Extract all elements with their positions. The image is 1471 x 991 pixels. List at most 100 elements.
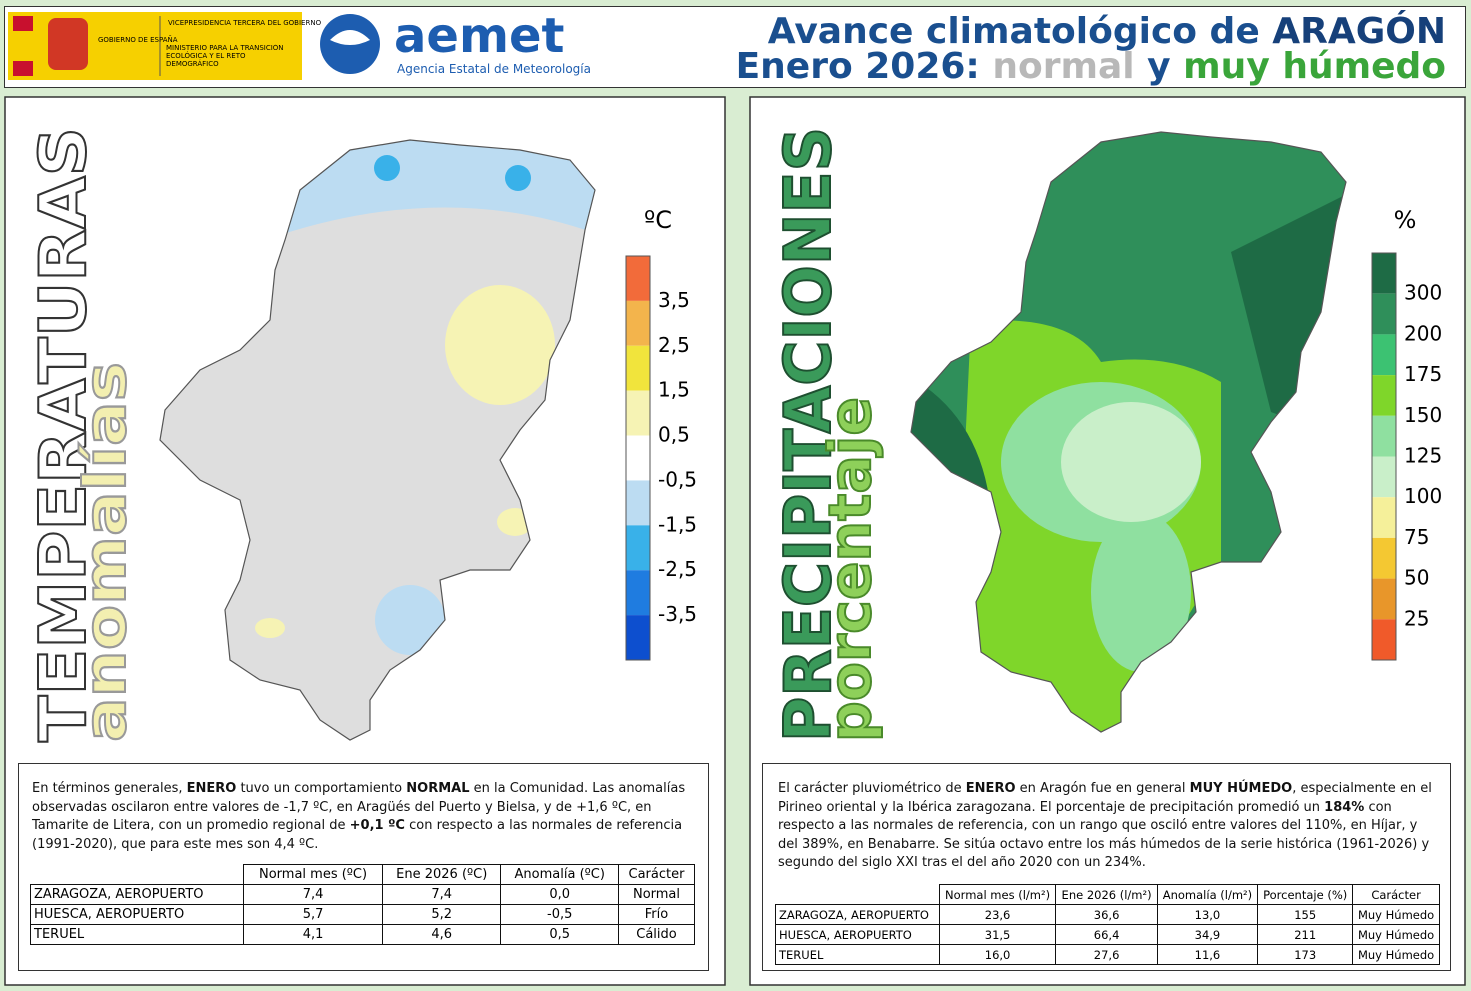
precipitation-table: Normal mes (l/m²) Ene 2026 (l/m²) Anomalía…: [775, 884, 1440, 965]
paragraph-part: en Aragón fue en general: [1015, 781, 1190, 796]
table-row: ZARAGOZA, AEROPUERTO 7,4 7,4 0,0 Normal: [29, 884, 695, 905]
station-name: TERUEL: [775, 944, 940, 965]
table-corner: [776, 885, 940, 905]
legend-swatch: [1372, 497, 1396, 538]
table-row: TERUEL 16,0 27,6 11,6 173 Muy Húmedo: [775, 944, 1440, 965]
table-cell: Cálido: [618, 924, 695, 945]
legend-label: 3,5: [658, 288, 690, 312]
legend-label: 50: [1404, 566, 1429, 590]
legend-label: 150: [1404, 403, 1442, 427]
precipitation-paragraph: El carácter pluviométrico de ENERO en Ar…: [778, 780, 1438, 873]
table-cell: 173: [1257, 944, 1354, 965]
table-cell: 27,6: [1055, 944, 1158, 965]
table-cell: 66,4: [1055, 924, 1158, 945]
table-cell: 16,0: [938, 944, 1057, 965]
table-cell: 0,5: [500, 924, 619, 945]
legend-label: 100: [1404, 484, 1442, 508]
legend-label: 200: [1404, 321, 1442, 345]
temperature-table: Normal mes (ºC) Ene 2026 (ºC) Anomalía (ºC…: [29, 864, 695, 945]
table-header: Carácter: [618, 864, 695, 885]
table-cell: 13,0: [1156, 904, 1259, 925]
legend-swatch: [1372, 334, 1396, 376]
table-cell: 7,4: [381, 884, 502, 905]
title-part: normal: [992, 46, 1134, 87]
table-header: Anomalía (ºC): [500, 864, 619, 885]
table-cell: Muy Húmedo: [1352, 944, 1440, 965]
gov-name: GOBIERNO DE ESPAÑA: [98, 35, 178, 44]
legend-label: 75: [1404, 525, 1429, 549]
coat-of-arms: [48, 18, 88, 70]
vertical-heading: PRECIPITACIONES: [772, 127, 846, 742]
gov-ministry-box: MINISTERIO PARA LA TRANSICIÓN ECOLÓGICA …: [166, 44, 284, 68]
gov-ministry: MINISTERIO PARA LA TRANSICIÓN ECOLÓGICA …: [166, 44, 284, 68]
table-cell: -0,5: [500, 904, 619, 925]
table-row: HUESCA, AEROPUERTO 5,7 5,2 -0,5 Frío: [29, 904, 695, 925]
table-cell: 5,7: [243, 904, 383, 925]
legend-unit: ºC: [644, 206, 672, 234]
paragraph-part: ENERO: [186, 781, 237, 796]
table-cell: 0,0: [500, 884, 619, 905]
agency: Agencia Estatal de Meteorología: [397, 62, 591, 76]
legend-swatch: [626, 435, 650, 481]
legend-swatch: [626, 345, 650, 391]
table-header: Ene 2026 (l/m²): [1055, 884, 1158, 905]
station-name: HUESCA, AEROPUERTO: [775, 924, 940, 945]
title-part: Enero 2026:: [736, 46, 993, 87]
table-row: TERUEL 4,1 4,6 0,5 Cálido: [29, 924, 695, 945]
legend-label: -2,5: [658, 557, 697, 581]
legend-label: -1,5: [658, 512, 697, 536]
table-cell: 11,6: [1156, 944, 1259, 965]
legend-label: 175: [1404, 362, 1442, 386]
legend-swatch: [626, 570, 650, 616]
vertical-heading: porcentaje: [816, 397, 884, 742]
legend-swatch: [1372, 537, 1396, 579]
legend-swatch: [626, 300, 650, 346]
table-header: Ene 2026 (ºC): [381, 864, 502, 885]
table-header-row: Normal mes (ºC) Ene 2026 (ºC) Anomalía (ºC…: [31, 864, 695, 885]
legend-label: 2,5: [658, 333, 690, 357]
table-header-row: Normal mes (l/m²) Ene 2026 (l/m²) Anomalía…: [776, 884, 1440, 905]
table-cell: Muy Húmedo: [1352, 904, 1440, 925]
table-row: ZARAGOZA, AEROPUERTO 23,6 36,6 13,0 155 Muy H…: [775, 904, 1440, 925]
legend-swatch: [626, 615, 650, 660]
station-name: HUESCA, AEROPUERTO: [29, 904, 245, 925]
table-cell: 211: [1257, 924, 1354, 945]
legend-swatch: [626, 525, 650, 571]
vertical-heading: anomalías: [71, 362, 139, 742]
table-header: Carácter: [1352, 884, 1440, 905]
legend-swatch: [626, 390, 650, 436]
paragraph-part: tuvo un comportamiento: [236, 781, 407, 796]
table-cell: 31,5: [938, 924, 1057, 945]
legend-swatch: [1372, 619, 1396, 660]
title-part: Avance climatológico de: [768, 11, 1273, 52]
paragraph-part: 184%: [1324, 799, 1365, 815]
legend-swatch: [1372, 578, 1396, 620]
paragraph-part: El carácter pluviométrico de: [778, 781, 966, 796]
title: Avance climatológico de ARAGÓN: [768, 10, 1446, 52]
table-header: Normal mes (l/m²): [938, 884, 1057, 905]
paragraph-part: +0,1 ºC: [349, 818, 405, 833]
legend-swatch: [1372, 415, 1396, 457]
legend-label: 0,5: [658, 423, 690, 447]
paragraph-part: NORMAL: [406, 781, 470, 796]
table-row: HUESCA, AEROPUERTO 31,5 66,4 34,9 211 Muy Húm…: [775, 924, 1440, 945]
station-name: ZARAGOZA, AEROPUERTO: [29, 884, 245, 905]
legend-swatch: [626, 480, 650, 526]
flag: [13, 31, 33, 61]
legend-swatch: [1372, 375, 1396, 416]
station-name: TERUEL: [29, 924, 245, 945]
table-cell: 4,6: [381, 924, 502, 945]
station-name: ZARAGOZA, AEROPUERTO: [775, 904, 940, 925]
legend-label: -0,5: [658, 467, 697, 491]
temperature-paragraph: En términos generales, ENERO tuvo un com…: [32, 780, 700, 854]
paragraph-part: , especialmente en el Pirineo oriental y…: [778, 781, 1432, 815]
legend-label: 300: [1404, 281, 1442, 305]
paragraph-part: ENERO: [965, 781, 1016, 796]
title: Enero 2026: normal y muy húmedo: [736, 46, 1446, 87]
title-part: y: [1135, 46, 1184, 87]
table-header: Normal mes (ºC): [243, 864, 383, 885]
table-header: Anomalía (l/m²): [1156, 884, 1259, 905]
paragraph-part: con respecto a las normales de referenci…: [778, 799, 1430, 871]
